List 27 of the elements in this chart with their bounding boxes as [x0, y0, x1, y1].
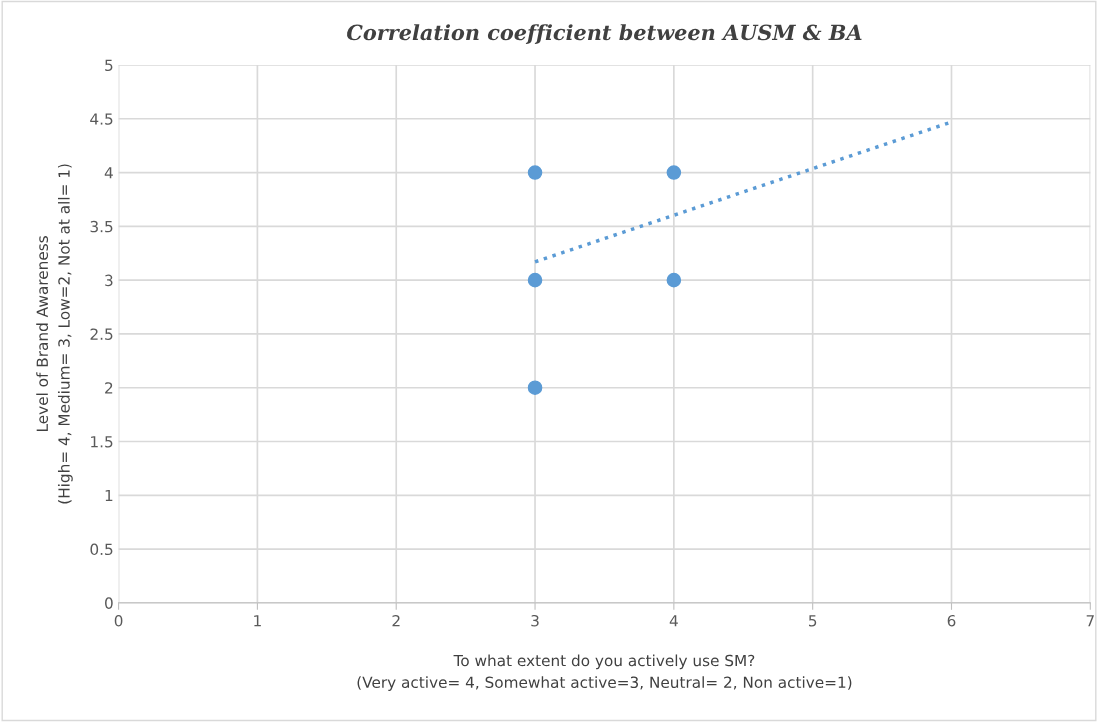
- y-tick-label: 0: [105, 597, 113, 609]
- x-tick-label: 6: [947, 614, 956, 627]
- x-tick-label: 1: [254, 615, 261, 627]
- y-tick-label: 0.5: [90, 543, 113, 556]
- y-tick-label: 1.5: [91, 436, 113, 448]
- y-tick-label: 4: [104, 167, 113, 179]
- y-tick-label: 4.5: [90, 113, 113, 125]
- x-tick-label: 0: [114, 614, 123, 627]
- y-tick-label: 3: [105, 274, 113, 287]
- y-tick-label: 2: [105, 382, 113, 394]
- x-tick-label: 3: [531, 614, 539, 627]
- y-axis-title: Level of Brand Awareness (High= 4, Medium= 3, Low=2, Not at all= 1): [36, 164, 73, 504]
- point: [527, 380, 543, 395]
- x-tick-label: 7: [1086, 615, 1094, 627]
- point: [527, 272, 543, 288]
- y-tick-label: 3.5: [90, 220, 113, 233]
- point: [666, 272, 682, 288]
- point: [527, 165, 543, 180]
- y-tick-label: 5: [105, 59, 113, 71]
- y-tick-label: 1: [105, 489, 113, 502]
- x-tick-label: 2: [392, 614, 400, 627]
- point: [666, 165, 682, 180]
- y-tick-label: 2.5: [90, 328, 113, 340]
- x-tick-label: 5: [809, 615, 817, 627]
- chart-title: Correlation coefficient between AUSM & BA: [346, 24, 862, 44]
- x-axis-title: To what extent do you actively use SM? (Very active= 4, Somewhat active=3, Neutral= 2, Non active=1): [357, 654, 852, 691]
- x-tick-label: 4: [669, 615, 678, 627]
